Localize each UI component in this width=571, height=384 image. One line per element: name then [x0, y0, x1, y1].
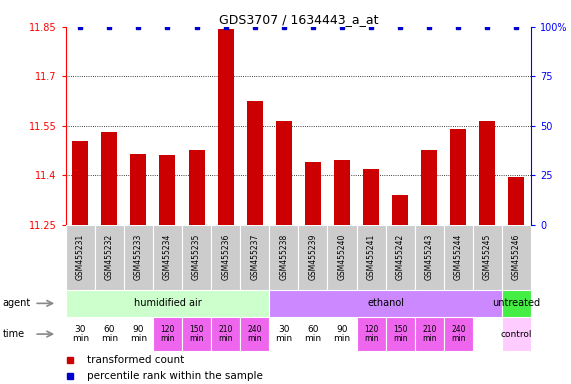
Text: GSM455232: GSM455232: [105, 234, 114, 280]
Bar: [327, 317, 356, 351]
Text: time: time: [3, 329, 25, 339]
Text: 30
min: 30 min: [275, 325, 292, 343]
Text: 90
min: 90 min: [333, 325, 351, 343]
Text: 120
min: 120 min: [160, 325, 175, 343]
Text: 150
min: 150 min: [190, 325, 204, 343]
Text: 210
min: 210 min: [218, 325, 233, 343]
Text: percentile rank within the sample: percentile rank within the sample: [87, 371, 263, 381]
Bar: [240, 225, 270, 290]
Bar: [502, 290, 531, 317]
Text: GSM455235: GSM455235: [192, 234, 201, 280]
Bar: [451, 129, 467, 225]
Bar: [211, 317, 240, 351]
Text: GSM455233: GSM455233: [134, 234, 143, 280]
Text: GSM455245: GSM455245: [483, 234, 492, 280]
Bar: [240, 317, 270, 351]
Text: GSM455243: GSM455243: [425, 234, 434, 280]
Text: untreated: untreated: [492, 298, 541, 308]
Bar: [211, 225, 240, 290]
Text: 240
min: 240 min: [451, 325, 465, 343]
Bar: [130, 154, 146, 225]
Bar: [480, 121, 496, 225]
Bar: [66, 317, 95, 351]
Text: GSM455234: GSM455234: [163, 234, 172, 280]
Bar: [392, 195, 408, 225]
Bar: [124, 225, 153, 290]
Bar: [270, 225, 298, 290]
Bar: [305, 162, 321, 225]
Bar: [356, 225, 385, 290]
Bar: [502, 225, 531, 290]
Bar: [182, 225, 211, 290]
Text: GSM455246: GSM455246: [512, 234, 521, 280]
Bar: [385, 225, 415, 290]
Text: 150
min: 150 min: [393, 325, 407, 343]
Bar: [356, 317, 385, 351]
Text: 30
min: 30 min: [71, 325, 89, 343]
Bar: [124, 317, 153, 351]
Text: GSM455241: GSM455241: [367, 234, 376, 280]
Bar: [276, 121, 292, 225]
Text: GSM455244: GSM455244: [454, 234, 463, 280]
Text: control: control: [501, 329, 532, 339]
Text: GSM455238: GSM455238: [279, 234, 288, 280]
Text: GSM455239: GSM455239: [308, 234, 317, 280]
Text: GSM455236: GSM455236: [221, 234, 230, 280]
Bar: [385, 317, 415, 351]
Bar: [247, 101, 263, 225]
Bar: [334, 161, 350, 225]
Text: GSM455237: GSM455237: [250, 234, 259, 280]
Bar: [415, 225, 444, 290]
Text: 60
min: 60 min: [304, 325, 321, 343]
Bar: [101, 132, 117, 225]
Text: 210
min: 210 min: [422, 325, 436, 343]
Bar: [421, 151, 437, 225]
Bar: [270, 290, 502, 317]
Bar: [415, 317, 444, 351]
Bar: [66, 225, 95, 290]
Text: GSM455242: GSM455242: [396, 234, 405, 280]
Bar: [270, 317, 298, 351]
Bar: [182, 317, 211, 351]
Bar: [473, 225, 502, 290]
Text: ethanol: ethanol: [367, 298, 404, 308]
Text: GSM455240: GSM455240: [337, 234, 347, 280]
Bar: [327, 225, 356, 290]
Bar: [66, 290, 270, 317]
Bar: [159, 156, 175, 225]
Text: 60
min: 60 min: [100, 325, 118, 343]
Text: 120
min: 120 min: [364, 325, 379, 343]
Bar: [153, 225, 182, 290]
Bar: [298, 317, 327, 351]
Title: GDS3707 / 1634443_a_at: GDS3707 / 1634443_a_at: [219, 13, 378, 26]
Text: humidified air: humidified air: [134, 298, 202, 308]
Bar: [502, 317, 531, 351]
Bar: [509, 177, 525, 225]
Bar: [72, 141, 88, 225]
Text: 90
min: 90 min: [130, 325, 147, 343]
Text: transformed count: transformed count: [87, 356, 184, 366]
Bar: [95, 225, 124, 290]
Bar: [218, 28, 234, 225]
Text: 240
min: 240 min: [247, 325, 262, 343]
Text: GSM455231: GSM455231: [76, 234, 85, 280]
Bar: [298, 225, 327, 290]
Bar: [153, 317, 182, 351]
Bar: [95, 317, 124, 351]
Bar: [444, 317, 473, 351]
Bar: [444, 225, 473, 290]
Bar: [363, 169, 379, 225]
Text: agent: agent: [3, 298, 31, 308]
Bar: [188, 151, 204, 225]
